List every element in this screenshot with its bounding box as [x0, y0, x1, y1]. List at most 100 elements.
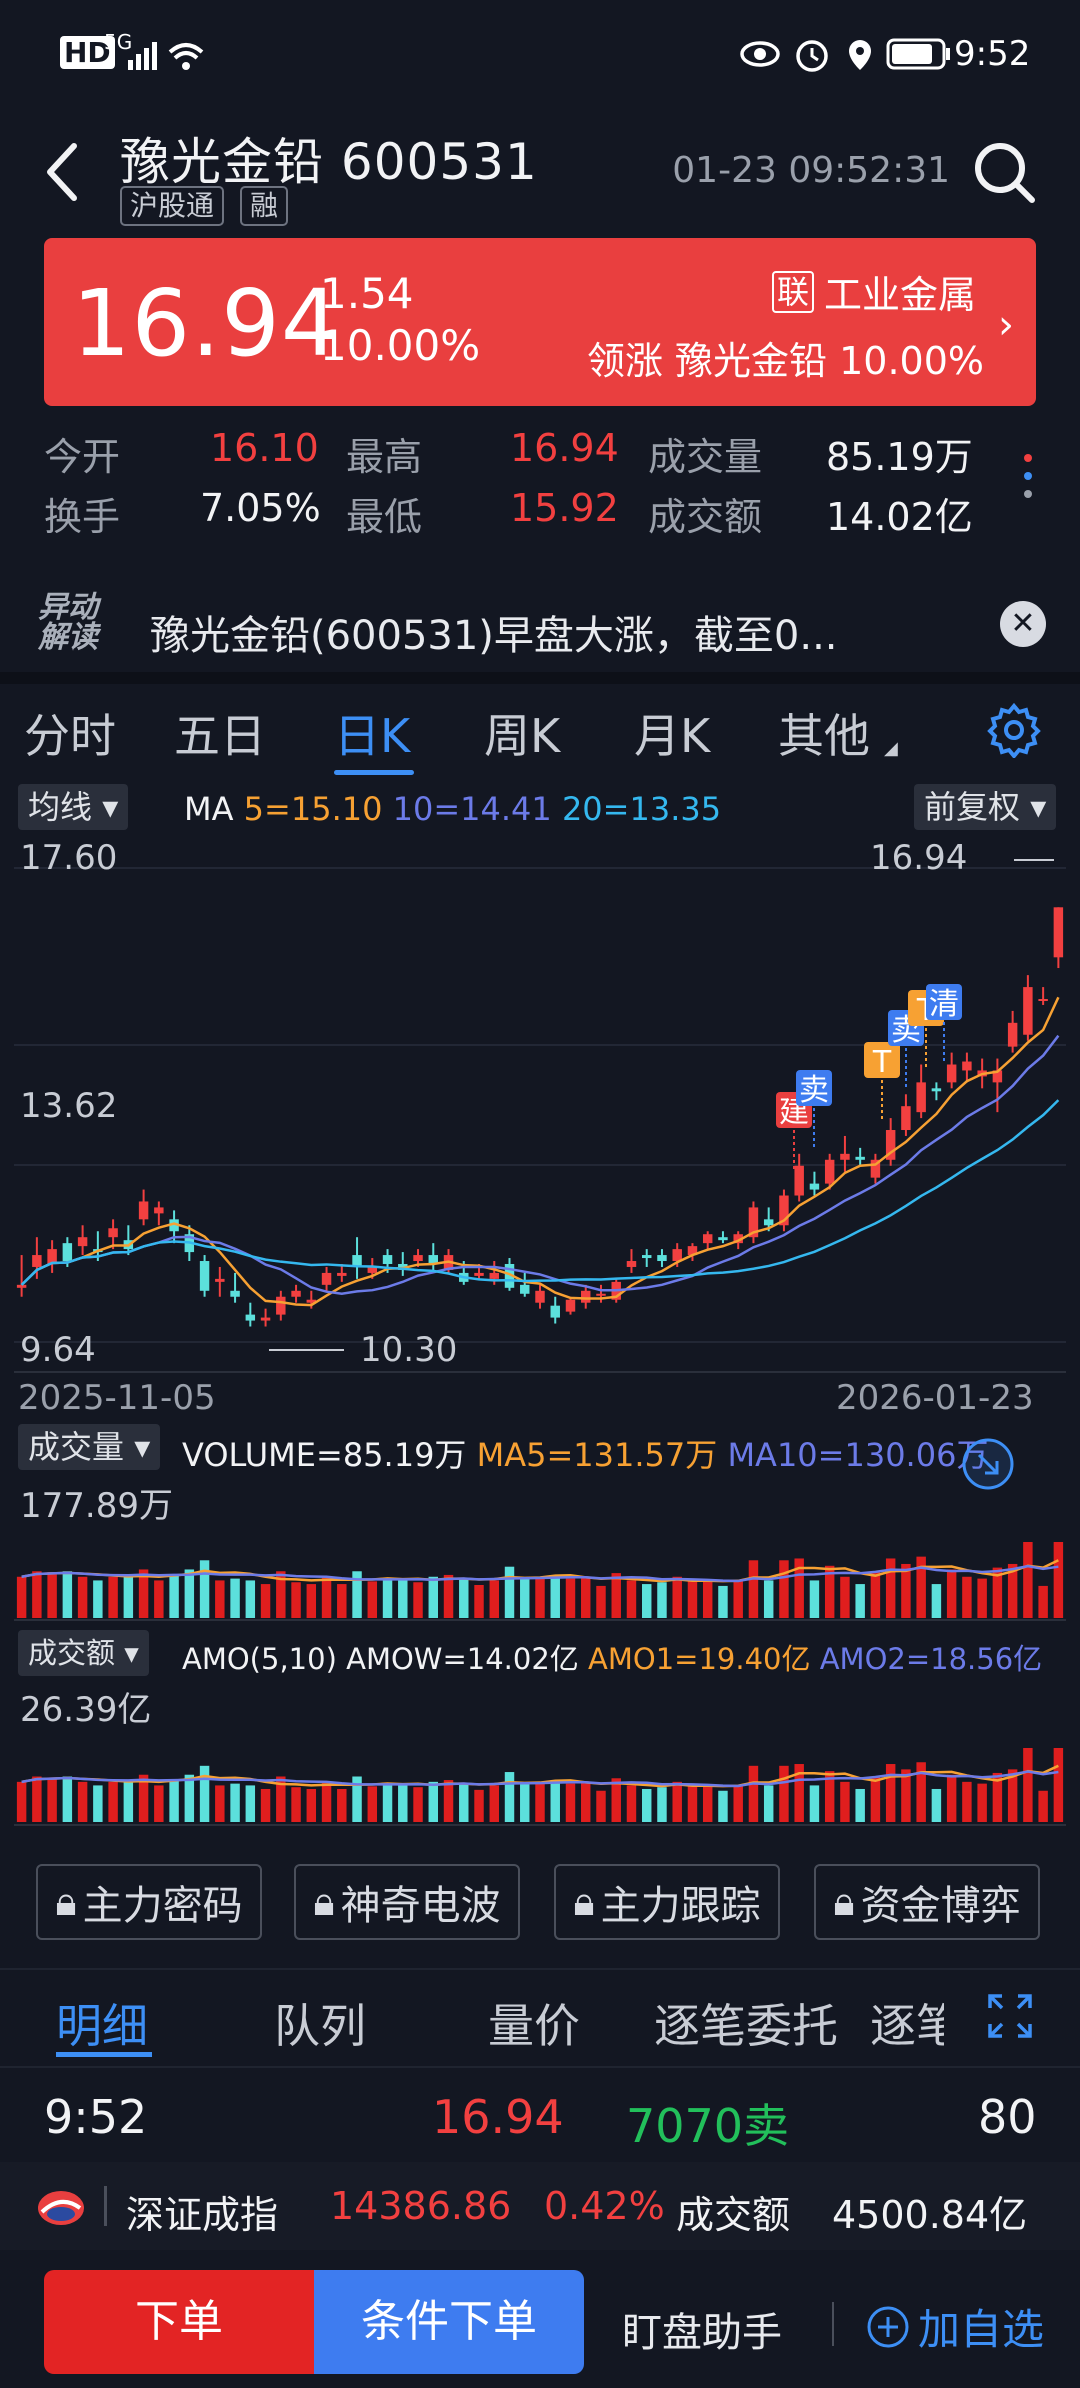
candle-body: [885, 1130, 896, 1160]
volume-bar: [428, 1576, 439, 1618]
amount-params: AMO(5,10): [182, 1642, 337, 1676]
tab-daily-k[interactable]: 日K: [334, 709, 411, 763]
tool-fund-game[interactable]: 🔒︎ 资金博弈: [814, 1864, 1040, 1940]
amount-bar: [352, 1776, 362, 1822]
gear-icon[interactable]: [986, 702, 1042, 758]
tab-other[interactable]: 其他: [778, 709, 870, 763]
amount-dropdown[interactable]: 成交额 ▾: [18, 1630, 149, 1676]
volume-bar: [855, 1584, 865, 1618]
index-amount: 4500.84亿: [832, 2193, 1028, 2237]
candle-body: [581, 1290, 591, 1303]
candle-body: [108, 1228, 118, 1238]
amount-bar: [459, 1783, 469, 1822]
volume-label: 成交量: [648, 435, 763, 479]
volume-bar: [535, 1576, 545, 1618]
volume-bar: [459, 1578, 469, 1618]
volume-bar: [626, 1580, 637, 1618]
tab-tick-by-tick[interactable]: 逐笔: [870, 1999, 944, 2053]
volume-bar: [367, 1581, 378, 1618]
candle-body: [1023, 987, 1033, 1035]
candle-body: [962, 1061, 972, 1071]
battery-icon: [886, 38, 946, 70]
candle-body: [489, 1272, 499, 1279]
candle-body: [428, 1255, 439, 1264]
sector-info[interactable]: 联 工业金属: [771, 264, 976, 319]
monitor-assistant-button[interactable]: 盯盘助手: [622, 2310, 782, 2356]
amount-bar: [428, 1781, 439, 1822]
candle-body: [1007, 1022, 1018, 1047]
candle-body: [687, 1246, 698, 1256]
candle-body: [367, 1266, 378, 1273]
amount-bar: [245, 1785, 256, 1822]
tab-order-by-order[interactable]: 逐笔委托: [654, 1999, 838, 2053]
volume-bar: [230, 1578, 240, 1618]
amount-bar: [108, 1781, 118, 1822]
volume-bar: [946, 1569, 957, 1618]
indicator-dropdown[interactable]: 均线 ▾: [18, 784, 129, 830]
candle-body: [504, 1263, 515, 1288]
amount-bar: [474, 1789, 484, 1822]
tool-magic-wave[interactable]: 🔒︎ 神奇电波: [294, 1864, 520, 1940]
news-headline[interactable]: 豫光金铅(600531)早盘大涨，截至0...: [150, 613, 838, 659]
news-logo-line2: 解读: [38, 620, 98, 655]
eye-icon: [740, 41, 780, 67]
amount-bar: [809, 1785, 820, 1822]
amount-amow: AMOW=14.02亿: [346, 1642, 579, 1676]
order-button[interactable]: 下单: [44, 2270, 314, 2374]
tool-main-force-code[interactable]: 🔒︎ 主力密码: [36, 1864, 262, 1940]
tab-queue[interactable]: 队列: [274, 1999, 366, 2053]
candle-body: [794, 1165, 804, 1196]
volume-bar: [977, 1578, 987, 1618]
candle-body: [733, 1234, 743, 1244]
amount-bar: [794, 1764, 804, 1822]
back-icon[interactable]: [40, 140, 88, 204]
expand-arrow-icon[interactable]: [960, 1436, 1016, 1492]
tool-main-force-track[interactable]: 🔒︎ 主力跟踪: [554, 1864, 780, 1940]
volume-dropdown[interactable]: 成交量 ▾: [18, 1424, 161, 1470]
condition-order-button[interactable]: 条件下单: [314, 2270, 584, 2374]
candle-body: [702, 1234, 713, 1244]
caret-icon: ◢: [884, 738, 898, 759]
candle-body: [916, 1082, 926, 1113]
trade-price: 16.94: [432, 2090, 564, 2144]
amount-bar: [93, 1785, 103, 1822]
amount-bar: [962, 1781, 972, 1822]
close-icon[interactable]: ✕: [1000, 601, 1046, 647]
volume-bar: [672, 1576, 682, 1618]
amount-bar: [169, 1779, 179, 1822]
adjust-dropdown[interactable]: 前复权 ▾: [914, 784, 1057, 830]
tab-monthly-k[interactable]: 月K: [634, 709, 711, 763]
trade-row: 9:52 16.94 7070卖 80: [0, 2066, 1080, 2162]
search-icon[interactable]: [972, 140, 1038, 206]
amount-bar: [626, 1785, 637, 1822]
ma20-value: 20=13.35: [561, 790, 722, 828]
volume-bar: [47, 1572, 57, 1618]
candle-body: [138, 1201, 149, 1220]
price-banner[interactable]: 16.94 1.54 10.00% 联 工业金属 领涨 豫光金铅 10.00% …: [44, 238, 1036, 406]
tab-weekly-k[interactable]: 周K: [484, 709, 561, 763]
amount-bar: [992, 1772, 1003, 1822]
sector-leader: 领涨 豫光金铅 10.00%: [586, 339, 984, 383]
kline-chart-area[interactable]: 均线 ▾ MA 5=15.10 10=14.41 20=13.35 前复权 ▾ …: [14, 782, 1066, 1827]
candle-body: [306, 1299, 317, 1303]
volume-bar: [901, 1563, 911, 1618]
candle-body: [1053, 907, 1064, 958]
volume-bar: [763, 1580, 774, 1618]
volume-bar: [962, 1576, 972, 1618]
index-bar[interactable]: 深证成指 14386.86 0.42% 成交额 4500.84亿: [0, 2162, 1080, 2250]
add-favorite-button[interactable]: 加自选: [866, 2296, 1044, 2357]
hd-badge: HD: [60, 36, 115, 69]
open-value: 16.10: [210, 426, 319, 470]
amount-bar: [443, 1780, 454, 1822]
margin-tag: 融: [240, 186, 289, 226]
amount-bar: [184, 1774, 195, 1822]
candle-body: [870, 1159, 881, 1178]
tab-volume-price[interactable]: 量价: [488, 1999, 580, 2053]
fullscreen-icon[interactable]: [986, 1992, 1034, 2040]
news-bar[interactable]: 异动 解读 豫光金铅(600531)早盘大涨，截至0... ✕: [0, 575, 1080, 675]
tab-detail[interactable]: 明细: [56, 1999, 148, 2053]
tab-intraday[interactable]: 分时: [24, 709, 116, 763]
tab-five-day[interactable]: 五日: [174, 709, 266, 763]
min-price-label: 10.30: [360, 1330, 458, 1370]
more-dots-icon[interactable]: [1020, 444, 1036, 508]
